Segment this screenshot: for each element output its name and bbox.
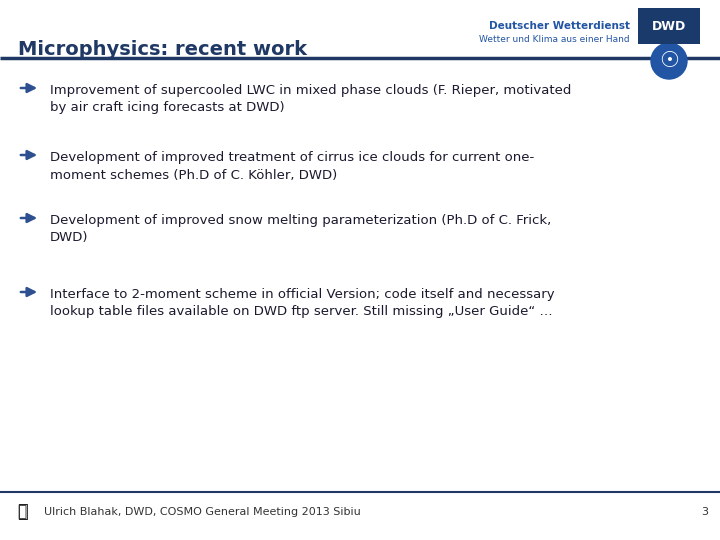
Text: Deutscher Wetterdienst: Deutscher Wetterdienst [489,21,630,31]
Text: Wetter und Klima aus einer Hand: Wetter und Klima aus einer Hand [480,36,630,44]
Text: 🦅: 🦅 [17,503,27,521]
Text: Ulrich Blahak, DWD, COSMO General Meeting 2013 Sibiu: Ulrich Blahak, DWD, COSMO General Meetin… [44,507,361,517]
Text: ☉: ☉ [659,51,679,71]
Text: Interface to 2-moment scheme in official Version; code itself and necessary
look: Interface to 2-moment scheme in official… [50,288,554,319]
Text: Development of improved snow melting parameterization (Ph.D of C. Frick,
DWD): Development of improved snow melting par… [50,214,552,245]
Text: ⯪: ⯪ [17,504,27,519]
Text: DWD: DWD [652,19,686,32]
Circle shape [651,43,687,79]
FancyBboxPatch shape [638,8,700,44]
Text: Development of improved treatment of cirrus ice clouds for current one-
moment s: Development of improved treatment of cir… [50,151,534,181]
Text: Improvement of supercooled LWC in mixed phase clouds (F. Rieper, motivated
by ai: Improvement of supercooled LWC in mixed … [50,84,572,114]
Text: Microphysics: recent work: Microphysics: recent work [18,40,307,59]
Text: 3: 3 [701,507,708,517]
